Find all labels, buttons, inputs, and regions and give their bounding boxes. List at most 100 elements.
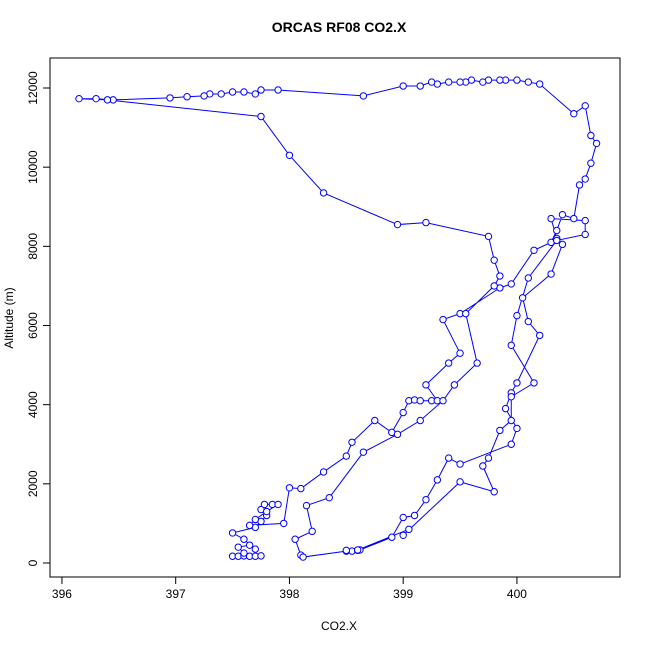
- data-point: [530, 246, 538, 254]
- data-point: [251, 90, 260, 98]
- data-point: [257, 112, 265, 121]
- data-point: [245, 541, 254, 549]
- x-tick-label: 396: [52, 587, 72, 601]
- data-point: [285, 151, 294, 159]
- data-point: [399, 513, 407, 522]
- x-tick-label: 400: [507, 587, 527, 601]
- data-point: [439, 397, 447, 405]
- data-point: [240, 88, 248, 96]
- data-point: [416, 397, 424, 405]
- data-point: [302, 501, 311, 510]
- y-tick-label: 0: [26, 559, 40, 566]
- data-point: [524, 78, 533, 86]
- data-point: [183, 93, 191, 101]
- data-point: [456, 478, 464, 486]
- data-point: [240, 535, 248, 543]
- data-point: [444, 359, 453, 367]
- data-point: [450, 381, 459, 389]
- data-point: [274, 500, 282, 509]
- data-point: [496, 76, 504, 84]
- y-tick-label: 10000: [26, 150, 40, 184]
- data-point: [507, 280, 515, 288]
- data-point: [484, 232, 493, 241]
- data-point: [535, 331, 544, 340]
- data-point: [518, 294, 527, 302]
- data-point: [479, 462, 487, 470]
- data-point: [342, 546, 351, 555]
- data-point: [479, 78, 487, 86]
- y-tick-label: 2000: [26, 470, 40, 497]
- data-point: [297, 484, 305, 493]
- data-point: [319, 189, 328, 197]
- data-point: [371, 416, 379, 425]
- data-point: [553, 236, 561, 245]
- data-point: [200, 92, 208, 100]
- data-point: [399, 408, 407, 417]
- x-tick-label: 397: [166, 587, 186, 601]
- data-point: [410, 511, 419, 520]
- data-point: [348, 438, 356, 446]
- data-point: [299, 553, 307, 561]
- data-point: [484, 454, 493, 462]
- data-point: [92, 94, 100, 103]
- data-point: [399, 531, 407, 539]
- data-point: [558, 210, 567, 219]
- data-point: [490, 488, 498, 496]
- data-point: [280, 519, 288, 528]
- data-point: [427, 78, 436, 86]
- data-point: [359, 448, 368, 456]
- data-point: [507, 416, 515, 425]
- data-point: [399, 82, 407, 90]
- data-point: [507, 341, 515, 349]
- data-point: [456, 460, 464, 468]
- data-point: [444, 454, 453, 462]
- data-point: [553, 226, 561, 235]
- data-point: [456, 78, 464, 86]
- data-point: [422, 218, 430, 227]
- data-point: [496, 426, 504, 435]
- data-point: [513, 76, 521, 84]
- data-point: [530, 379, 538, 387]
- y-tick-label: 8000: [26, 233, 40, 260]
- data-point: [228, 88, 237, 96]
- data-point: [393, 220, 402, 229]
- data-point: [257, 552, 265, 560]
- y-tick-label: 4000: [26, 391, 40, 418]
- y-tick-label: 12000: [26, 71, 40, 105]
- data-point: [416, 416, 424, 425]
- data-point: [217, 90, 225, 98]
- data-point: [547, 270, 555, 278]
- data-point: [581, 175, 589, 183]
- data-point: [570, 110, 578, 118]
- x-tick-label: 399: [393, 587, 413, 601]
- data-point: [416, 82, 424, 90]
- data-point: [581, 102, 589, 110]
- y-axis-label: Altitude (m): [2, 287, 16, 348]
- data-point: [405, 525, 413, 534]
- data-point: [319, 468, 328, 476]
- data-point: [257, 86, 265, 94]
- data-point: [353, 546, 362, 554]
- data-point: [444, 78, 453, 86]
- data-point: [359, 92, 368, 100]
- data-point: [388, 533, 396, 541]
- data-point: [262, 507, 271, 516]
- data-point: [274, 86, 282, 94]
- data-point: [581, 230, 589, 239]
- data-point: [433, 476, 442, 484]
- data-point: [558, 240, 567, 249]
- data-point: [251, 545, 260, 553]
- data-point: [166, 94, 174, 102]
- data-point: [234, 543, 242, 551]
- data-point: [587, 131, 595, 140]
- data-point: [285, 484, 294, 492]
- y-tick-label: 6000: [26, 312, 40, 339]
- data-point: [513, 424, 521, 433]
- data-point: [535, 80, 544, 88]
- data-point: [570, 214, 578, 223]
- data-point: [422, 495, 430, 504]
- data-point: [75, 94, 83, 103]
- data-point: [524, 317, 533, 326]
